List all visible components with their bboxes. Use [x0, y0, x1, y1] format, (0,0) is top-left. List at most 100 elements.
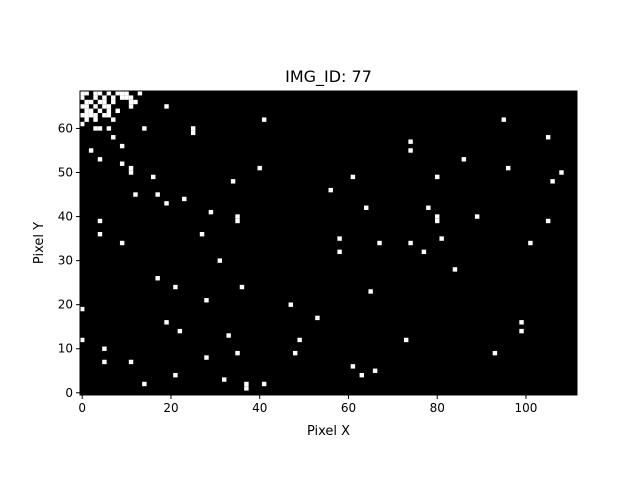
pixel-on	[97, 91, 103, 96]
pixel-on	[350, 364, 356, 369]
pixel-on	[80, 121, 85, 127]
pixel-on	[80, 337, 85, 343]
pixel-on	[164, 320, 169, 325]
pixel-on	[115, 91, 120, 96]
pixel-on	[111, 135, 116, 140]
pixel-on	[239, 284, 245, 290]
pixel-on	[106, 108, 112, 114]
pixel-on	[102, 95, 107, 100]
pixel-on	[119, 95, 125, 100]
pixel-on	[106, 91, 112, 96]
pixel-on	[350, 174, 356, 180]
pixel-on	[182, 196, 187, 202]
pixel-on	[133, 192, 138, 197]
pixel-on	[173, 284, 178, 290]
pixel-on	[111, 99, 116, 105]
pixel-on	[102, 113, 107, 118]
plot-area	[80, 91, 577, 395]
pixel-on	[439, 236, 444, 241]
pixel-on	[88, 99, 94, 105]
pixel-on	[84, 99, 89, 105]
pixel-on	[435, 214, 440, 219]
pixel-on	[128, 359, 134, 365]
pixel-on	[88, 108, 94, 114]
pixel-on	[426, 205, 431, 210]
pixel-on	[435, 174, 440, 180]
pixel-on	[261, 381, 267, 387]
pixel-on	[142, 126, 147, 131]
pixel-on	[528, 240, 533, 246]
pixel-on	[235, 350, 240, 356]
pixel-on	[177, 328, 183, 334]
pixel-on	[106, 126, 112, 131]
pixel-on	[97, 108, 103, 114]
x-tick-label: 60	[341, 401, 356, 415]
pixel-on	[519, 328, 524, 334]
pixel-on	[204, 298, 209, 303]
pixel-on	[359, 372, 364, 378]
pixel-on	[84, 108, 89, 114]
pixel-on	[408, 240, 413, 246]
plot-frame	[79, 90, 578, 396]
y-axis-ticks: 0 10 20 30 40 50 60	[58, 121, 80, 400]
pixel-on	[208, 209, 214, 215]
pixel-on	[408, 139, 413, 144]
pixel-on	[364, 205, 369, 210]
pixel-on	[519, 320, 524, 325]
pixel-on	[119, 91, 125, 96]
pixel-on	[297, 337, 302, 343]
pixel-on	[93, 117, 98, 122]
x-tick-label: 0	[78, 401, 86, 415]
x-axis-ticks: 0 20 40 60 80 100	[78, 395, 537, 415]
pixel-on	[328, 187, 333, 193]
pixel-on	[492, 350, 498, 356]
pixel-on	[133, 99, 138, 105]
pixel-on	[84, 113, 89, 118]
pixel-on	[97, 157, 103, 162]
pixel-on	[173, 372, 178, 378]
pixel-on	[257, 165, 262, 171]
pixel-on	[244, 381, 249, 387]
pixel-on	[190, 130, 196, 136]
pixel-on	[222, 377, 227, 382]
pixel-on	[377, 240, 382, 246]
pixel-on	[102, 104, 107, 109]
pixel-on	[80, 104, 85, 109]
pixel-on	[80, 113, 85, 118]
y-tick-label: 40	[58, 210, 73, 224]
pixel-on	[93, 113, 98, 118]
pixel-on	[545, 218, 551, 224]
pixel-on	[217, 258, 222, 263]
pixel-on	[293, 350, 298, 356]
pixel-on	[124, 95, 129, 100]
pixel-on	[235, 218, 240, 224]
pixel-on	[111, 95, 116, 100]
pixel-on	[88, 148, 94, 153]
pixel-on	[288, 302, 293, 307]
pixel-on	[155, 276, 160, 281]
pixel-on	[97, 126, 103, 131]
pixel-on	[128, 99, 134, 105]
pixel-on	[199, 231, 205, 237]
pixel-layer	[80, 91, 564, 391]
pixel-on	[80, 306, 85, 312]
pixel-on	[80, 95, 85, 100]
y-tick-label: 20	[58, 298, 73, 312]
pixel-on	[93, 95, 98, 100]
chart-title: IMG_ID: 77	[285, 67, 372, 87]
pixel-on	[80, 91, 85, 96]
x-axis-label: Pixel X	[307, 424, 350, 439]
pixel-on	[111, 117, 116, 122]
pixel-on	[97, 99, 103, 105]
pixel-on	[137, 91, 143, 96]
pixel-on	[115, 108, 120, 114]
pixel-on	[550, 179, 555, 184]
pixel-on	[88, 113, 94, 118]
pixel-on	[315, 315, 320, 321]
pixel-on	[337, 236, 342, 241]
pixel-on	[235, 214, 240, 219]
pixel-on	[97, 231, 103, 237]
pixel-on	[84, 104, 89, 109]
y-tick-label: 60	[58, 121, 73, 135]
